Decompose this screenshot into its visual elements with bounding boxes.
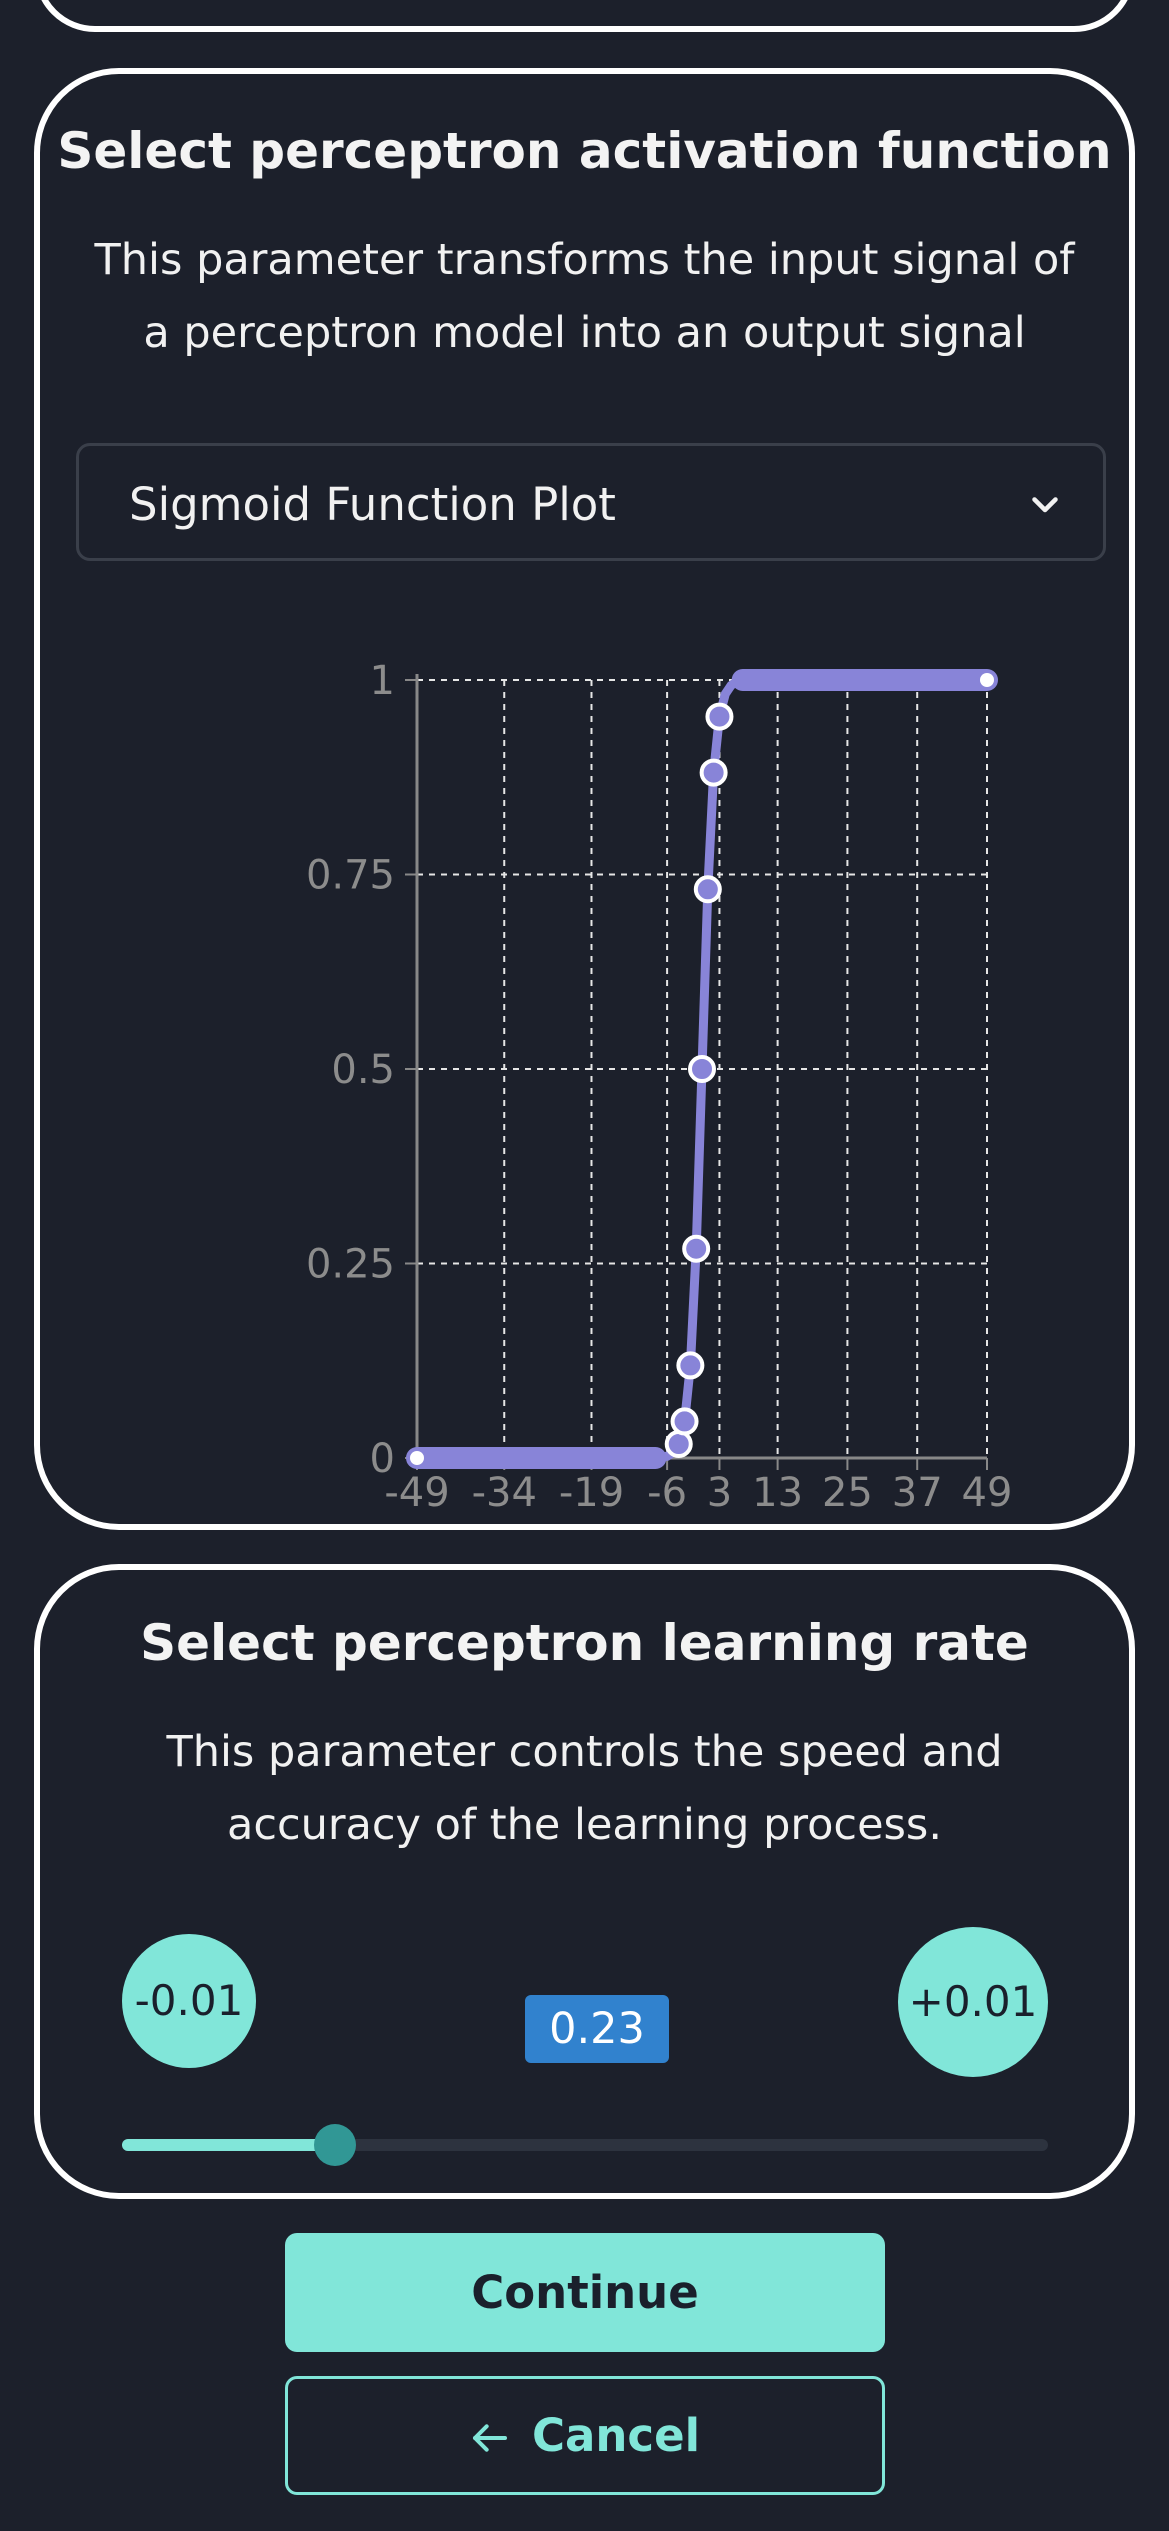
chart-ticks: -49 -34 -19 -6 3 13 25 37 49 0 0.25 0.5 0.75 1 bbox=[306, 658, 1013, 1516]
activation-description: This parameter transforms the input sign… bbox=[94, 235, 1075, 358]
select-value: Sigmoid Function Plot bbox=[129, 478, 616, 531]
learning-rate-value: 0.23 bbox=[525, 1995, 669, 2063]
learning-rate-slider[interactable] bbox=[122, 2124, 1048, 2166]
chart-grid bbox=[416, 679, 988, 1459]
increment-rate-button[interactable]: +0.01 bbox=[898, 1927, 1048, 2077]
y-tick-label: 1 bbox=[370, 658, 395, 704]
slider-fill bbox=[122, 2139, 335, 2151]
data-point bbox=[980, 673, 994, 687]
learning-rate-title: Select perceptron learning rate bbox=[140, 1614, 1029, 1672]
x-tick-label: -49 bbox=[384, 1470, 449, 1516]
data-point bbox=[410, 1451, 424, 1465]
cancel-button[interactable]: Cancel bbox=[285, 2376, 885, 2495]
data-point bbox=[699, 758, 728, 787]
y-tick-label: 0.5 bbox=[331, 1047, 395, 1093]
learning-rate-card: Select perceptron learning rate This par… bbox=[34, 1564, 1135, 2199]
data-point bbox=[693, 875, 722, 904]
arrow-left-icon bbox=[472, 2424, 507, 2452]
y-tick-label: 0.75 bbox=[306, 853, 395, 899]
data-point bbox=[705, 702, 734, 731]
chart-points bbox=[410, 673, 994, 1465]
data-point bbox=[676, 1351, 705, 1380]
previous-card bbox=[34, 0, 1135, 32]
y-tick-label: 0.25 bbox=[306, 1242, 395, 1288]
y-tick-label: 0 bbox=[370, 1436, 395, 1482]
x-tick-label: 37 bbox=[892, 1470, 943, 1516]
x-tick-label: 3 bbox=[707, 1470, 732, 1516]
sigmoid-chart: -49 -34 -19 -6 3 13 25 37 49 0 0.25 0.5 0.75 1 bbox=[306, 658, 1013, 1516]
cancel-label: Cancel bbox=[531, 2409, 701, 2462]
data-point bbox=[670, 1407, 699, 1436]
x-tick-label: 49 bbox=[962, 1470, 1013, 1516]
chevron-down-icon bbox=[1032, 497, 1058, 513]
x-tick-label: -34 bbox=[472, 1470, 537, 1516]
x-tick-label: 13 bbox=[752, 1470, 803, 1516]
activation-card: Select perceptron activation function Th… bbox=[34, 68, 1135, 1530]
learning-rate-description: This parameter controls the speed and ac… bbox=[166, 1727, 1003, 1850]
data-point bbox=[664, 1429, 693, 1458]
data-point bbox=[682, 1234, 711, 1263]
activation-title: Select perceptron activation function bbox=[57, 122, 1112, 180]
decrement-rate-button[interactable]: -0.01 bbox=[122, 1934, 256, 2068]
x-tick-label: -6 bbox=[647, 1470, 687, 1516]
continue-button[interactable]: Continue bbox=[285, 2233, 885, 2352]
x-tick-label: -19 bbox=[559, 1470, 624, 1516]
activation-function-select[interactable]: Sigmoid Function Plot bbox=[76, 443, 1106, 561]
x-tick-label: 25 bbox=[822, 1470, 873, 1516]
data-point bbox=[688, 1055, 716, 1083]
slider-thumb[interactable] bbox=[313, 2124, 356, 2166]
